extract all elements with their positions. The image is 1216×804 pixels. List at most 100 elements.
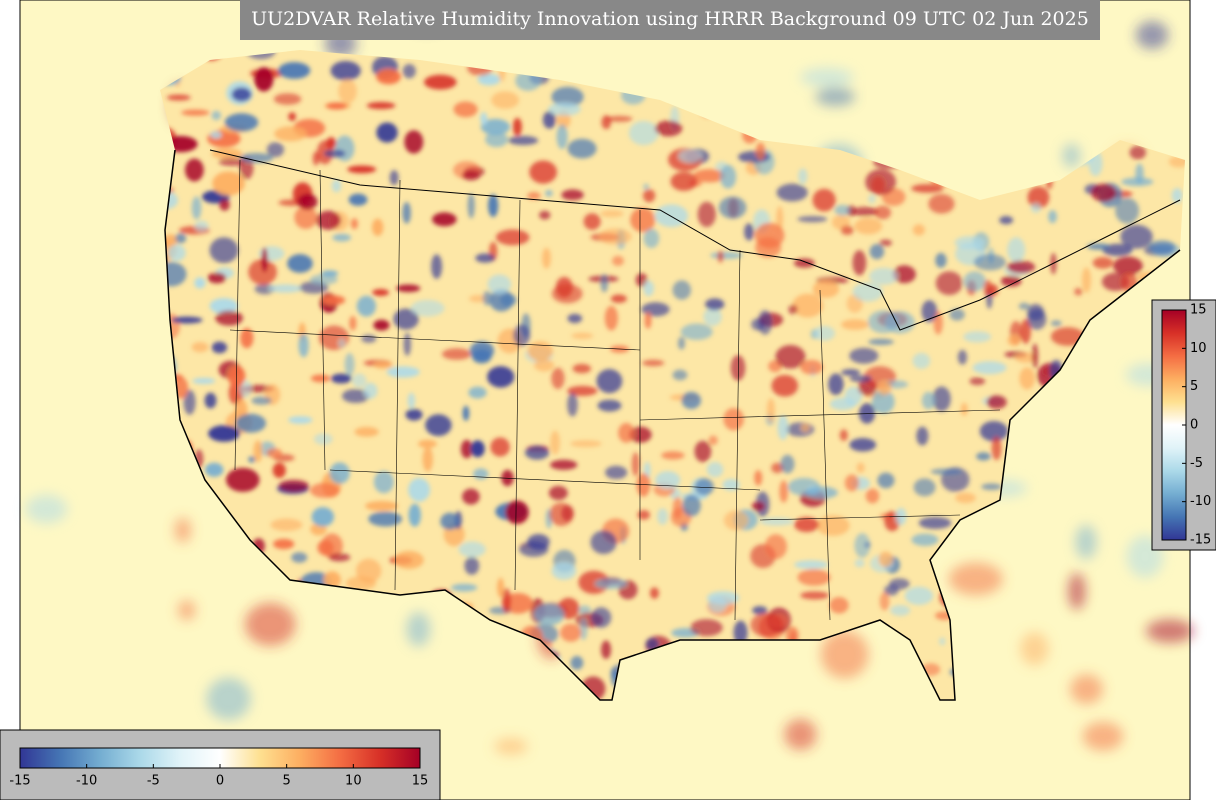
blob	[1014, 352, 1038, 363]
blob	[788, 304, 798, 315]
blob	[215, 310, 244, 326]
tick-label: -10	[76, 774, 97, 789]
blob	[1135, 21, 1169, 50]
blob	[1050, 327, 1085, 346]
blob	[804, 486, 838, 499]
blob	[720, 164, 737, 189]
blob	[497, 577, 505, 598]
blob	[268, 284, 303, 293]
blob	[1121, 177, 1154, 187]
blob	[697, 201, 716, 228]
blob	[606, 115, 633, 122]
blob	[451, 583, 478, 592]
blob	[800, 67, 854, 87]
blob	[657, 508, 668, 525]
blob	[534, 359, 555, 372]
coastline	[164, 149, 1181, 701]
blob	[224, 113, 259, 132]
blob	[798, 168, 808, 185]
blob	[464, 556, 480, 575]
blob	[166, 94, 191, 101]
blob	[266, 448, 283, 458]
blob	[655, 471, 681, 490]
tick-label: 0	[216, 774, 224, 789]
blob	[508, 135, 539, 146]
blob	[495, 229, 530, 246]
blob	[192, 377, 216, 385]
blob	[261, 247, 268, 273]
blob	[273, 538, 295, 550]
blob	[1030, 203, 1042, 213]
tick-label: 15	[412, 774, 429, 789]
blob	[706, 591, 740, 605]
blob	[1075, 524, 1097, 560]
blob	[324, 149, 346, 158]
blob	[482, 291, 492, 306]
blob	[1120, 224, 1153, 249]
blob	[600, 209, 624, 218]
blob	[462, 405, 470, 421]
blob	[793, 258, 815, 268]
blob	[239, 153, 274, 164]
blob	[405, 408, 423, 421]
blob	[393, 550, 424, 569]
blob	[775, 344, 806, 369]
blob	[913, 478, 936, 497]
blob	[935, 252, 947, 268]
blob	[918, 516, 952, 529]
blob	[820, 630, 869, 679]
blob	[703, 307, 722, 327]
blob	[423, 74, 457, 90]
blob	[313, 433, 333, 445]
blob	[431, 254, 443, 279]
blob	[854, 559, 865, 568]
blob	[529, 160, 558, 184]
blob	[567, 313, 583, 324]
blob	[368, 511, 403, 527]
blob	[251, 396, 272, 405]
blob	[475, 253, 495, 263]
blob	[462, 170, 481, 181]
blob	[983, 279, 993, 297]
blob	[877, 472, 895, 489]
tick-label: -10	[1190, 494, 1211, 509]
blob	[432, 212, 457, 227]
blob	[1027, 186, 1050, 209]
blob	[800, 359, 823, 375]
blob	[629, 426, 652, 443]
blob	[932, 386, 951, 412]
blob	[278, 62, 311, 79]
blob	[365, 500, 399, 511]
blob	[273, 93, 302, 105]
title-box	[240, 0, 1100, 40]
blob	[733, 620, 748, 645]
blob	[776, 183, 808, 202]
blob	[460, 439, 473, 459]
blob	[488, 194, 499, 218]
blob	[287, 254, 313, 273]
blob	[596, 369, 623, 394]
blob	[494, 738, 528, 755]
blob	[25, 494, 68, 524]
blob	[764, 534, 787, 560]
blob	[921, 300, 938, 323]
blob	[550, 459, 578, 470]
blob	[631, 452, 640, 477]
blob	[490, 437, 510, 457]
blob	[175, 233, 187, 244]
blob	[210, 131, 222, 139]
blob	[500, 293, 517, 307]
blob	[556, 124, 568, 150]
blob	[816, 515, 850, 536]
blob	[776, 206, 784, 232]
blob	[505, 500, 529, 525]
blob	[644, 312, 652, 329]
blob	[618, 422, 635, 443]
blob	[321, 295, 346, 306]
blob	[597, 399, 622, 412]
blob	[759, 517, 794, 526]
blob	[211, 110, 222, 121]
blob	[361, 334, 377, 343]
blob	[458, 541, 486, 558]
blob	[948, 562, 1003, 596]
